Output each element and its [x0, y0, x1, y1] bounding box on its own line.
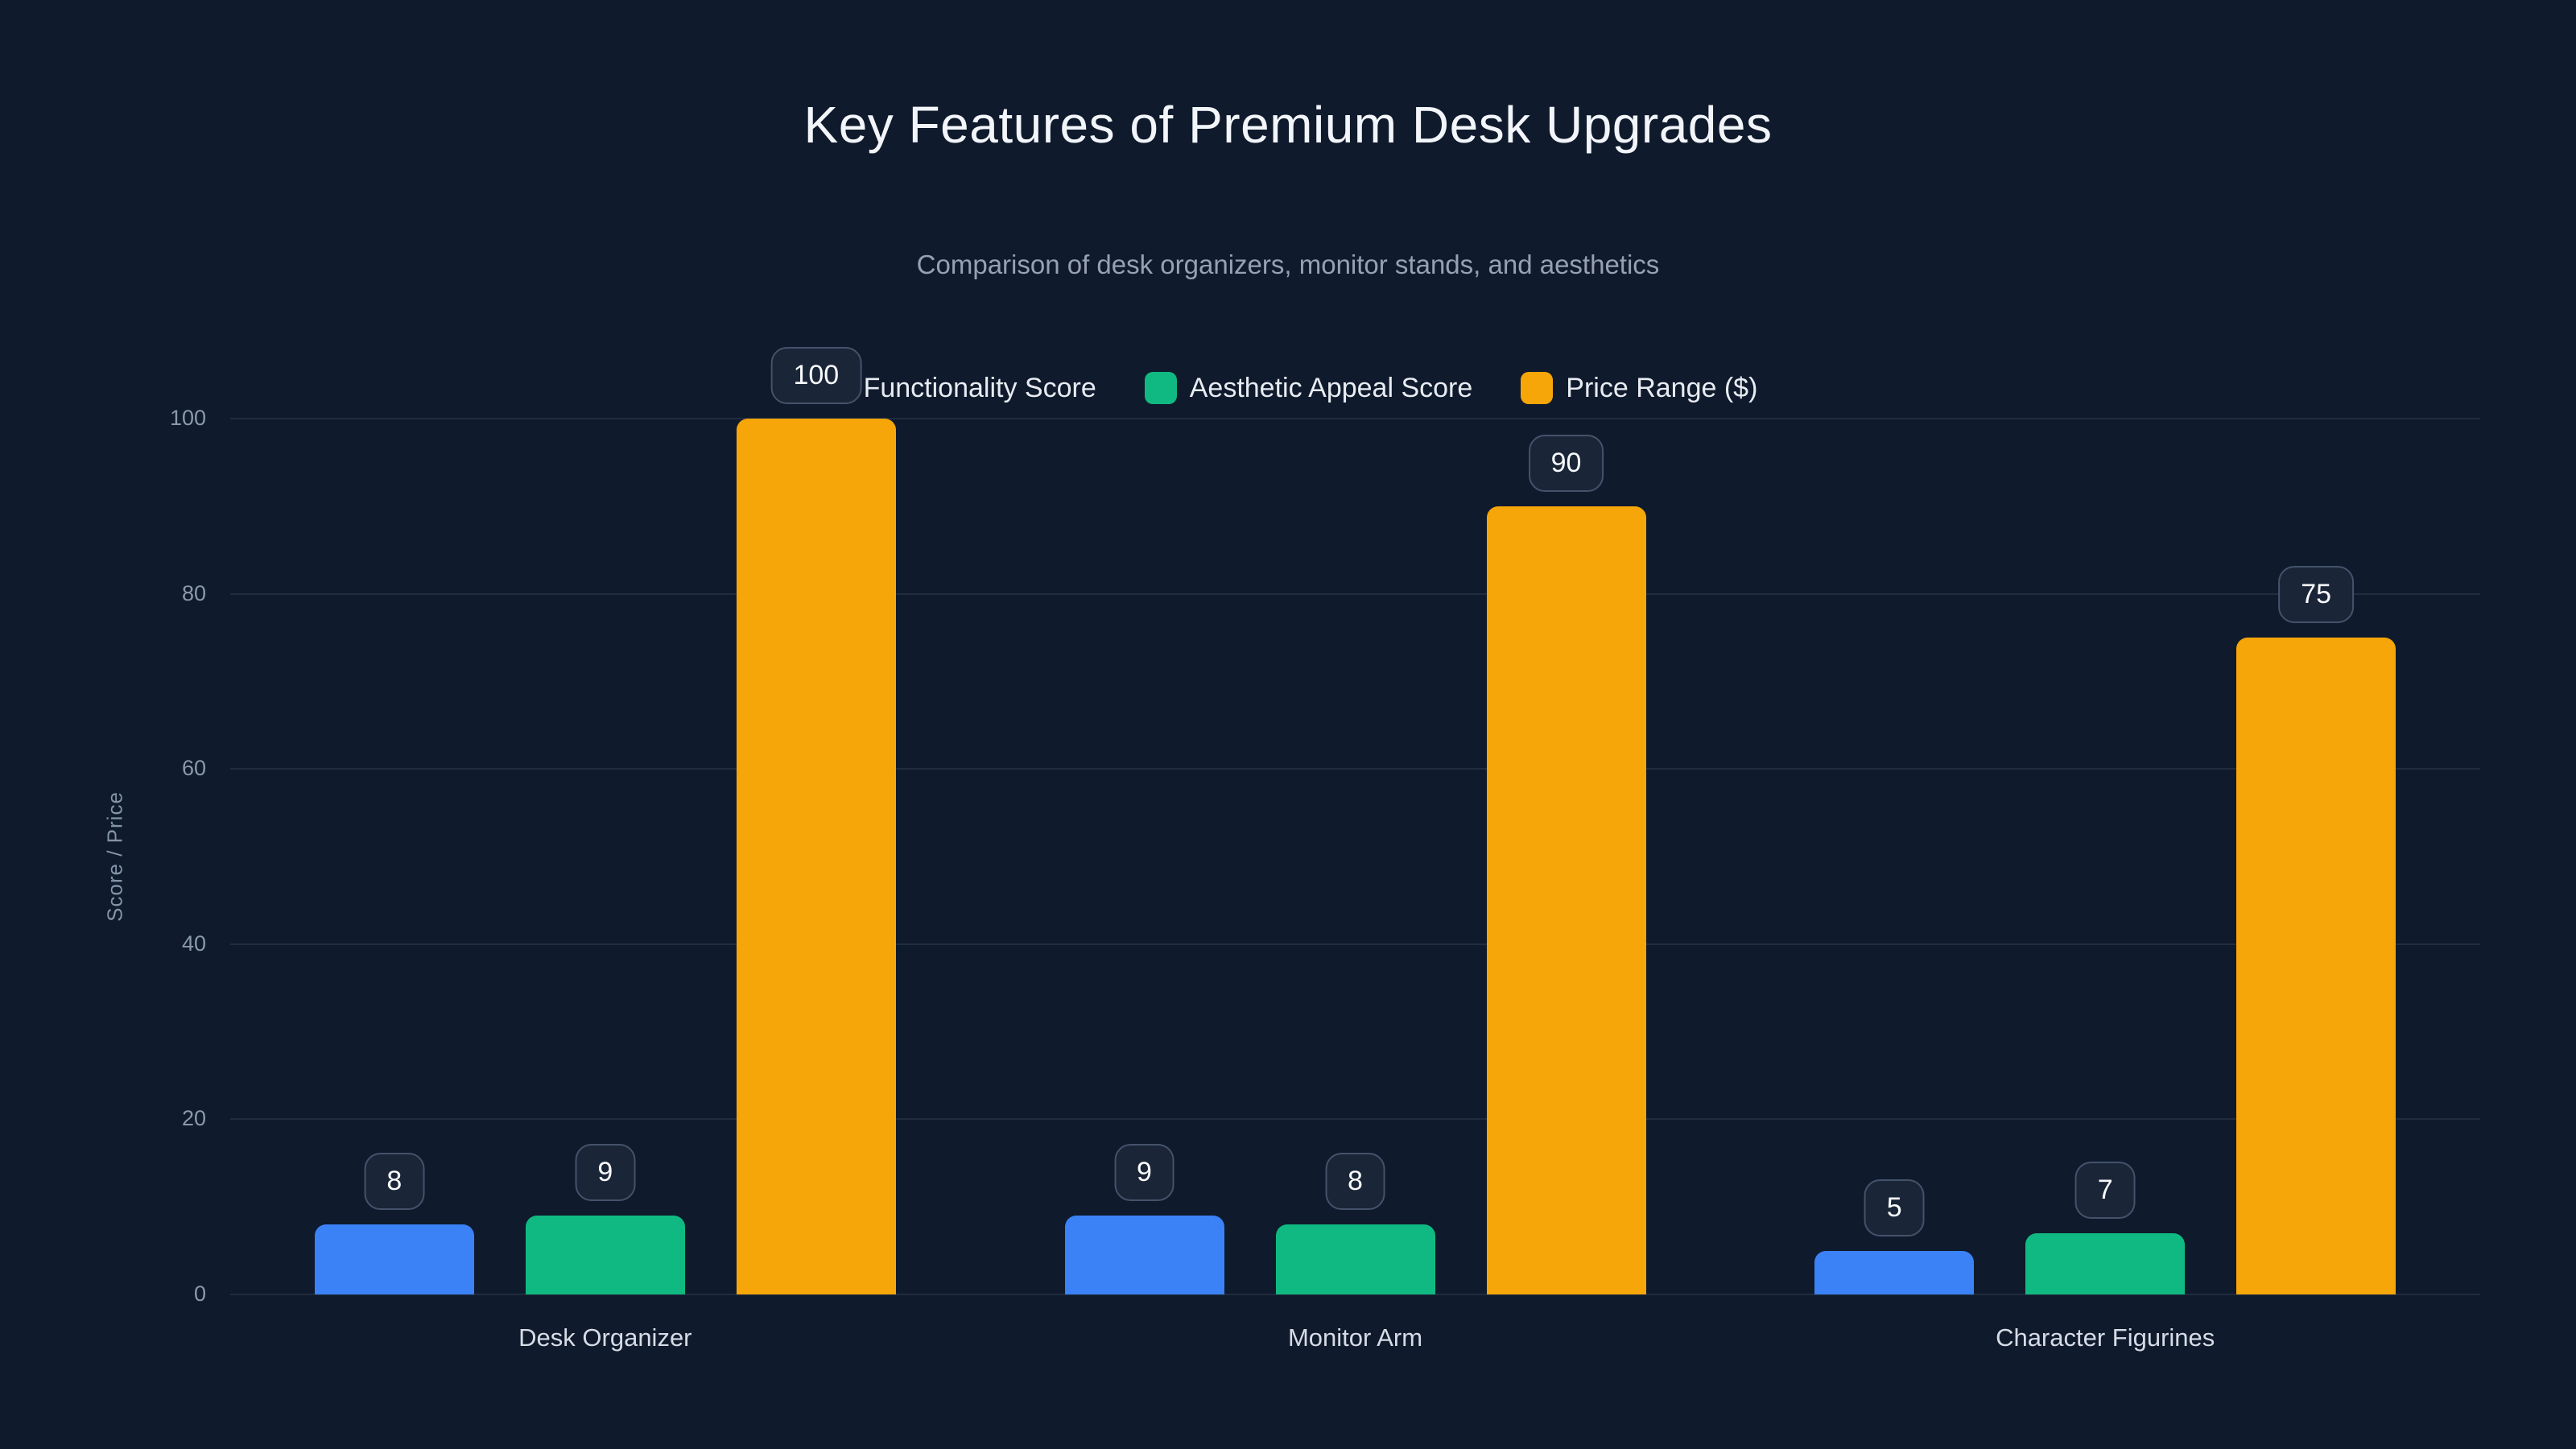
y-tick-label-80: 80	[181, 580, 206, 605]
bar-wrap-aesthetic-appeal-score-desk-organizer: 9	[525, 1144, 685, 1294]
bar-price-range-monitor-arm	[1486, 506, 1646, 1294]
bar-functionality-score-character-figurines	[1814, 1250, 1975, 1294]
y-axis-label: Score / Price	[102, 791, 127, 922]
y-tick-label-40: 40	[181, 931, 206, 956]
plot-area: 0 20 40 60 80 100 8 9 100 9 8 90 5 7 75	[170, 347, 2480, 1306]
bar-wrap-functionality-score-character-figurines: 5	[1814, 1179, 1975, 1294]
bar-aesthetic-appeal-score-character-figurines	[2025, 1232, 2186, 1294]
y-tick-label-0: 0	[193, 1282, 206, 1306]
legend-item-aesthetic-appeal-score[interactable]: Aesthetic Appeal Score	[1144, 372, 1473, 404]
y-tick-label-100: 100	[169, 406, 206, 430]
y-tick-label-60: 60	[181, 756, 206, 781]
y-tick-label-20: 20	[181, 1106, 206, 1131]
legend-item-price-range[interactable]: Price Range ($)	[1521, 372, 1757, 404]
legend-marker-icon-aesthetic-appeal-score	[1144, 372, 1177, 404]
legend: Functionality Score Aesthetic Appeal Scor…	[0, 372, 2576, 404]
bar-group-desk-organizer: 8 9 100	[314, 347, 896, 1294]
chart-title: Key Features of Premium Desk Upgrades	[803, 96, 1773, 154]
category-band-monitor-arm: 9 8 90	[980, 419, 1731, 1294]
bar-functionality-score-desk-organizer	[314, 1224, 474, 1294]
legend-label-aesthetic-appeal-score: Aesthetic Appeal Score	[1189, 372, 1473, 403]
legend-item-functionality-score[interactable]: Functionality Score	[818, 372, 1096, 404]
bar-aesthetic-appeal-score-monitor-arm	[1275, 1224, 1435, 1294]
bar-value-label-aesthetic-appeal-score-desk-organizer: 9	[575, 1144, 636, 1202]
bar-functionality-score-monitor-arm	[1064, 1216, 1224, 1294]
bar-value-label-functionality-score-desk-organizer: 8	[364, 1152, 425, 1210]
x-axis-label-monitor-arm: Monitor Arm	[1287, 1323, 1423, 1352]
bar-wrap-functionality-score-monitor-arm: 9	[1064, 1144, 1224, 1294]
bar-value-label-functionality-score-character-figurines: 5	[1864, 1179, 1925, 1236]
legend-label-functionality-score: Functionality Score	[863, 372, 1096, 403]
bar-group-monitor-arm: 9 8 90	[1064, 434, 1646, 1294]
bar-wrap-price-range-desk-organizer: 100	[736, 347, 896, 1294]
bar-value-label-price-range-character-figurines: 75	[2278, 566, 2355, 623]
bar-value-label-price-range-desk-organizer: 100	[770, 347, 862, 404]
category-band-desk-organizer: 8 9 100	[230, 347, 980, 1294]
legend-label-price-range: Price Range ($)	[1566, 372, 1758, 403]
bar-wrap-price-range-character-figurines: 75	[2236, 566, 2396, 1294]
bar-value-label-aesthetic-appeal-score-monitor-arm: 8	[1325, 1152, 1385, 1210]
bar-value-label-functionality-score-monitor-arm: 9	[1114, 1144, 1174, 1202]
category-band-character-figurines: 5 7 75	[1730, 419, 2480, 1294]
bar-wrap-aesthetic-appeal-score-character-figurines: 7	[2025, 1161, 2186, 1294]
chart-subtitle: Comparison of desk organizers, monitor s…	[916, 250, 1660, 279]
bar-value-label-price-range-monitor-arm: 90	[1528, 434, 1604, 492]
x-axis-label-character-figurines: Character Figurines	[1996, 1323, 2215, 1352]
x-axis-label-desk-organizer: Desk Organizer	[518, 1323, 692, 1352]
x-axis-labels: Desk Organizer Monitor Arm Character Figur…	[230, 1323, 2480, 1352]
bar-wrap-aesthetic-appeal-score-monitor-arm: 8	[1275, 1152, 1435, 1294]
bar-wrap-price-range-monitor-arm: 90	[1486, 434, 1646, 1294]
bar-group-character-figurines: 5 7 75	[1814, 566, 2396, 1294]
bar-price-range-desk-organizer	[736, 419, 896, 1294]
bar-wrap-functionality-score-desk-organizer: 8	[314, 1152, 474, 1294]
legend-marker-icon-price-range	[1521, 372, 1554, 404]
bar-price-range-character-figurines	[2236, 638, 2396, 1294]
bar-aesthetic-appeal-score-desk-organizer	[525, 1216, 685, 1294]
bar-value-label-aesthetic-appeal-score-character-figurines: 7	[2074, 1161, 2136, 1219]
